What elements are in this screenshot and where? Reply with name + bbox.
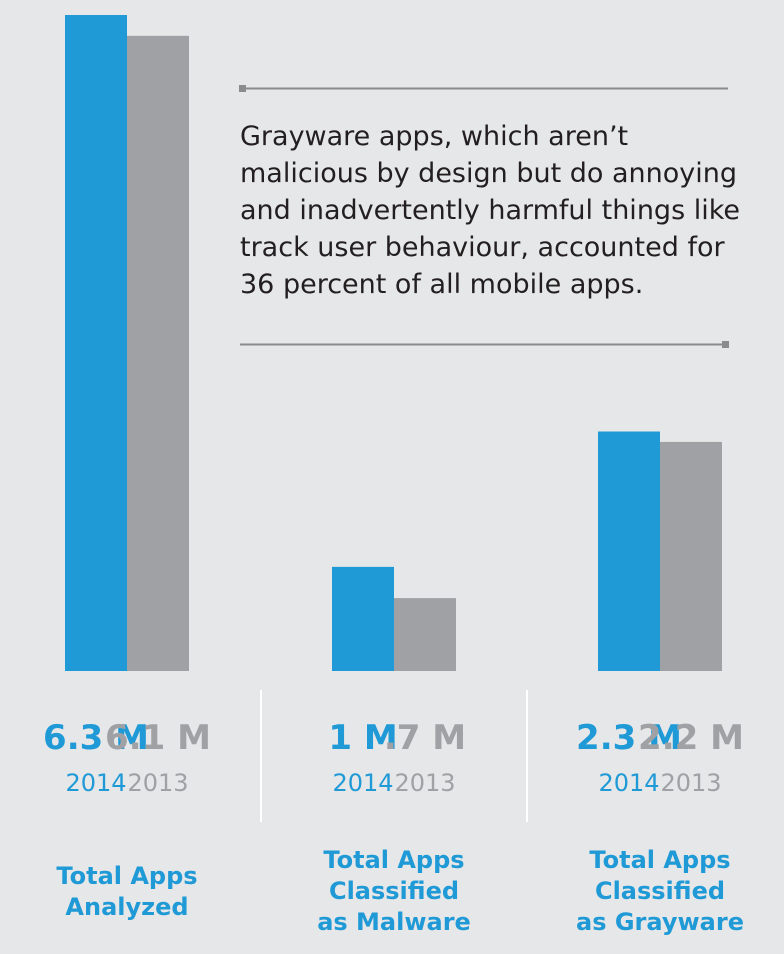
series-year-label: 2014 bbox=[332, 769, 393, 797]
callout-text: Grayware apps, which aren’t malicious by… bbox=[240, 121, 741, 300]
value-label: 2.2 M bbox=[638, 718, 744, 758]
series-year-label: 2013 bbox=[660, 769, 721, 797]
category-label: Total Apps Analyzed bbox=[56, 862, 197, 921]
value-label: 6.3 M bbox=[43, 718, 149, 758]
labels-layer: 6.3 M 2014 6.1 M 2013 Total Apps Analyzed 1 M 2… bbox=[43, 718, 744, 936]
bar-2013-3 bbox=[660, 441, 722, 671]
series-year-label: 2014 bbox=[65, 769, 126, 797]
value-label: 1 M bbox=[328, 718, 397, 758]
bars-layer bbox=[65, 15, 722, 672]
bar-2014-3 bbox=[598, 431, 660, 671]
bar-2013-1 bbox=[127, 35, 189, 672]
value-label: .7 M bbox=[384, 718, 466, 758]
category-label: Total Apps Classified as Grayware bbox=[576, 846, 744, 936]
callout-rule-bottom bbox=[240, 341, 729, 348]
series-year-label: 2013 bbox=[127, 769, 188, 797]
series-year-label: 2013 bbox=[394, 769, 455, 797]
bar-2014-2 bbox=[332, 566, 394, 671]
value-label: 2.3 M bbox=[576, 718, 682, 758]
category-label: Total Apps Classified as Malware bbox=[317, 846, 471, 936]
bar-2013-2 bbox=[394, 598, 456, 671]
value-label: 6.1 M bbox=[105, 718, 211, 758]
series-year-label: 2014 bbox=[598, 769, 659, 797]
callout-rule-top bbox=[239, 85, 728, 92]
bar-2014-1 bbox=[65, 15, 127, 671]
